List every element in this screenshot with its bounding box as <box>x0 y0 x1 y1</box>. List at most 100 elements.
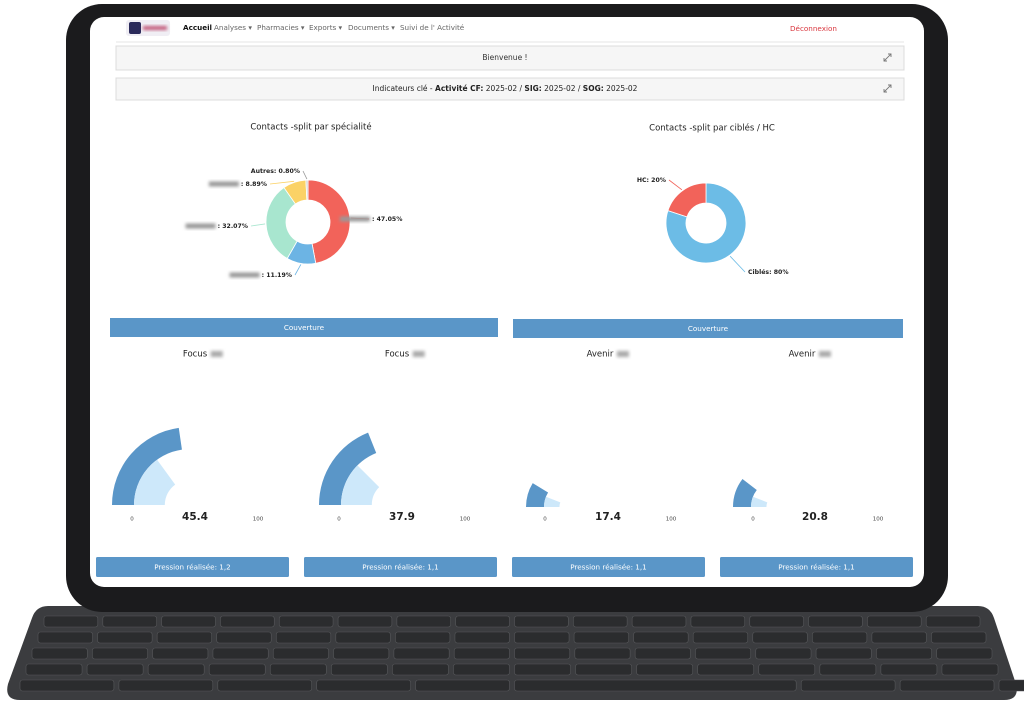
pressure-button[interactable] <box>304 557 497 577</box>
key[interactable] <box>880 663 938 676</box>
key[interactable] <box>941 663 999 676</box>
key[interactable] <box>216 631 272 644</box>
gauge-arc <box>112 427 182 505</box>
nav-item[interactable]: Pharmacies ▾ <box>257 23 305 32</box>
key[interactable] <box>25 663 83 676</box>
key[interactable] <box>692 631 749 644</box>
nav-item[interactable]: Analyses ▾ <box>214 23 252 32</box>
key[interactable] <box>220 615 275 628</box>
slice-label: : 47.05% <box>372 216 402 223</box>
nav-item[interactable]: Documents ▾ <box>348 23 395 32</box>
nav-item[interactable]: Exports ▾ <box>309 23 343 32</box>
key[interactable] <box>867 615 922 628</box>
key[interactable] <box>208 663 266 676</box>
gauge-arc <box>544 496 561 507</box>
key[interactable] <box>755 647 812 660</box>
key[interactable] <box>925 615 981 628</box>
key[interactable] <box>812 631 868 644</box>
key[interactable] <box>217 679 313 692</box>
key[interactable] <box>337 615 393 628</box>
key[interactable] <box>819 663 877 676</box>
key[interactable] <box>998 679 1024 692</box>
key[interactable] <box>102 615 157 628</box>
key[interactable] <box>392 663 449 676</box>
key[interactable] <box>936 647 993 660</box>
key[interactable] <box>118 679 214 692</box>
key[interactable] <box>695 647 752 660</box>
key[interactable] <box>573 631 629 644</box>
key[interactable] <box>690 615 746 628</box>
key[interactable] <box>633 631 689 644</box>
key[interactable] <box>514 663 571 676</box>
slice-category: Autres <box>251 168 274 175</box>
key[interactable] <box>453 647 510 660</box>
key[interactable] <box>455 615 510 628</box>
section-bar[interactable] <box>513 319 903 338</box>
slice-value: : 11.19% <box>262 272 292 279</box>
key[interactable] <box>752 631 808 644</box>
key[interactable] <box>749 615 804 628</box>
blurred-name <box>229 272 260 278</box>
key[interactable] <box>278 615 334 628</box>
key[interactable] <box>333 647 390 660</box>
key[interactable] <box>396 615 451 628</box>
section-bar[interactable] <box>110 318 498 337</box>
indicator-banner <box>115 77 905 101</box>
key[interactable] <box>808 615 863 628</box>
key[interactable] <box>454 631 510 644</box>
key[interactable] <box>43 615 99 628</box>
key[interactable] <box>335 631 391 644</box>
indicator-label: SOG: <box>583 84 604 93</box>
key[interactable] <box>92 647 148 660</box>
nav-item[interactable]: Accueil <box>183 23 212 32</box>
key[interactable] <box>636 663 693 676</box>
key[interactable] <box>97 631 153 644</box>
logout-link[interactable]: Déconnexion <box>790 24 837 33</box>
nav-item[interactable]: Suivi de l' Activité <box>400 23 465 32</box>
key[interactable] <box>152 647 209 660</box>
pressure-button[interactable] <box>96 557 289 577</box>
key[interactable] <box>269 663 327 676</box>
key[interactable] <box>212 647 269 660</box>
pie-slice <box>665 182 747 264</box>
key[interactable] <box>316 679 411 692</box>
pressure-button[interactable] <box>720 557 913 577</box>
key[interactable] <box>575 663 632 676</box>
key[interactable] <box>573 615 628 628</box>
key[interactable] <box>574 647 631 660</box>
key[interactable] <box>871 631 927 644</box>
expand-icon[interactable] <box>883 84 892 93</box>
expand-icon[interactable] <box>883 53 892 62</box>
key[interactable] <box>876 647 932 660</box>
blurred-name <box>208 181 239 187</box>
key[interactable] <box>161 615 216 628</box>
key[interactable] <box>514 615 569 628</box>
key[interactable] <box>514 647 571 660</box>
key[interactable] <box>31 647 88 660</box>
key[interactable] <box>453 663 510 676</box>
key[interactable] <box>697 663 755 676</box>
key[interactable] <box>634 647 691 660</box>
key[interactable] <box>147 663 205 676</box>
pressure-button[interactable] <box>512 557 705 577</box>
key[interactable] <box>815 647 872 660</box>
key[interactable] <box>415 679 510 692</box>
key[interactable] <box>37 631 93 644</box>
key[interactable] <box>393 647 450 660</box>
key[interactable] <box>758 663 816 676</box>
key[interactable] <box>331 663 388 676</box>
key[interactable] <box>631 615 687 628</box>
key[interactable] <box>899 679 995 692</box>
key[interactable] <box>514 679 797 692</box>
blurred-name <box>340 216 370 222</box>
key[interactable] <box>86 663 144 676</box>
key[interactable] <box>19 679 115 692</box>
blurred-name <box>185 223 216 229</box>
key[interactable] <box>800 679 896 692</box>
key[interactable] <box>272 647 329 660</box>
key[interactable] <box>275 631 332 644</box>
key[interactable] <box>156 631 212 644</box>
key[interactable] <box>395 631 451 644</box>
key[interactable] <box>514 631 570 644</box>
key[interactable] <box>931 631 987 644</box>
